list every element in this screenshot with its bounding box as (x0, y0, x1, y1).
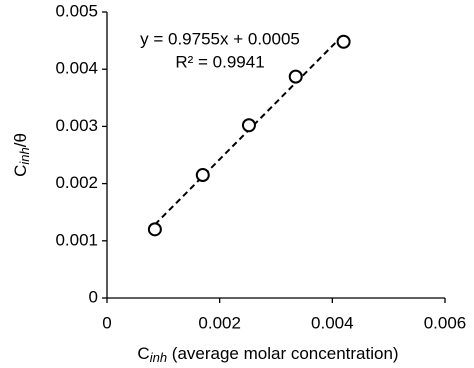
point (288, 69, 303, 84)
point (195, 168, 210, 183)
r-squared: R² = 0.9941 (175, 52, 264, 71)
y-tick-label: 0.004 (55, 59, 98, 78)
point (336, 34, 351, 49)
x-tick-label: 0.002 (198, 313, 241, 332)
y-label-rest: /θ (11, 133, 30, 147)
x-axis-label: Cinh (average molar concentration) (137, 344, 398, 365)
y-axis-label: Cinh/θ (11, 133, 32, 177)
x-tick-label: 0 (102, 313, 111, 332)
y-tick-label: 0.001 (55, 230, 98, 249)
equation: y = 0.9755x + 0.0005 (140, 29, 300, 48)
y-tick-label: 0.003 (55, 116, 98, 135)
y-tick-label: 0.002 (55, 173, 98, 192)
y-tick-label: 0.005 (55, 1, 98, 20)
point (241, 118, 256, 133)
point (147, 222, 162, 237)
x-label-main: C (137, 344, 149, 363)
y-tick-label: 0 (89, 287, 98, 306)
x-tick-label: 0.004 (311, 313, 354, 332)
x-label-rest: (average molar concentration) (167, 344, 399, 363)
x-label-sub: inh (150, 350, 167, 365)
y-label-sub: inh (17, 147, 32, 164)
x-tick-label: 0.006 (424, 313, 467, 332)
y-label-main: C (11, 165, 30, 177)
